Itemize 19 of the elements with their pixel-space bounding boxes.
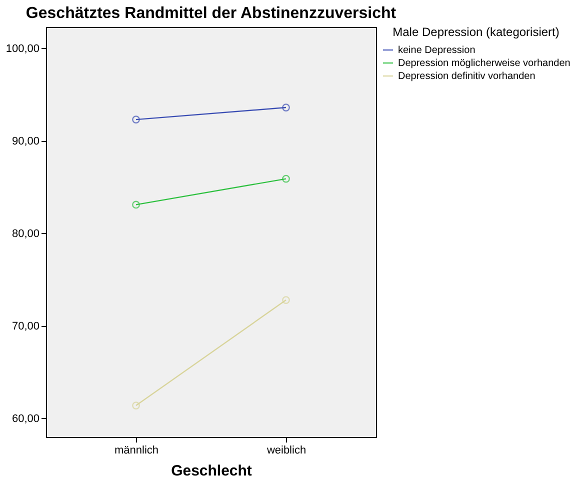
x-tick-label: männlich — [114, 444, 159, 456]
legend-label: keine Depression — [398, 45, 476, 56]
y-tick-label: 100,00 — [6, 42, 40, 55]
point — [132, 116, 140, 124]
legend-label: Depression möglicherweise vorhanden — [398, 58, 570, 69]
point — [282, 174, 290, 183]
y-tick-label: 80,00 — [12, 228, 40, 240]
point — [132, 402, 140, 410]
x-tick-label: weiblich — [266, 444, 306, 456]
x-axis-title: Geschlecht — [171, 462, 252, 480]
y-tick-label: 90,00 — [12, 135, 40, 148]
y-tick-label: 70,00 — [12, 320, 40, 332]
legend-title: Male Depression (kategorisiert) — [392, 25, 560, 39]
legend-label: Depression definitiv vorhanden — [398, 71, 536, 82]
point — [282, 104, 290, 112]
y-tick-label: 60,00 — [12, 412, 40, 425]
point — [132, 200, 140, 209]
chart-title: Geschätztes Randmittel der Abstinenzzuversicht — [26, 5, 397, 22]
point — [282, 296, 290, 304]
